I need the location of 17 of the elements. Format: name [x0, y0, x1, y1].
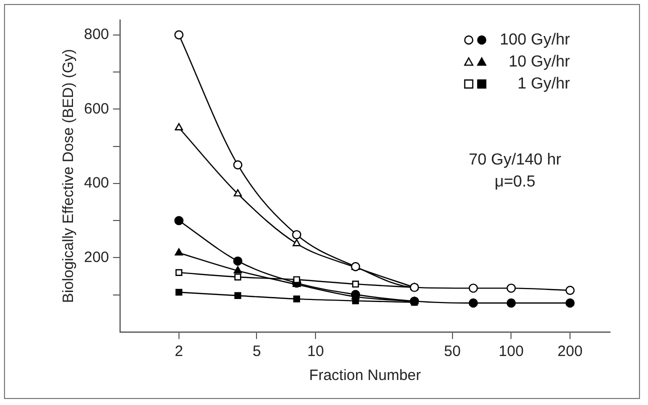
y-tick-label: 400	[84, 174, 110, 192]
x-tick-label: 2	[174, 343, 184, 360]
y-tick-label: 200	[84, 248, 110, 266]
legend-label: 100 Gy/hr	[500, 31, 571, 48]
x-tick-label: 100	[498, 343, 524, 360]
y-tick-label: 600	[84, 100, 110, 118]
y-axis-title: Biologically Effective Dose (BED) (Gy)	[60, 49, 78, 303]
annotation: μ=0.5	[494, 173, 536, 190]
annotation: 70 Gy/140 hr	[468, 151, 562, 168]
legend-label: 10 Gy/hr	[508, 53, 571, 70]
x-axis-title: Fraction Number	[309, 367, 421, 384]
x-tick-label: 5	[252, 343, 261, 360]
y-tick-label: 800	[84, 26, 110, 43]
x-tick-label: 200	[558, 343, 583, 360]
x-tick-label: 10	[307, 343, 324, 360]
x-tick-label: 50	[444, 343, 461, 360]
legend-label: 1 Gy/hr	[518, 75, 571, 92]
